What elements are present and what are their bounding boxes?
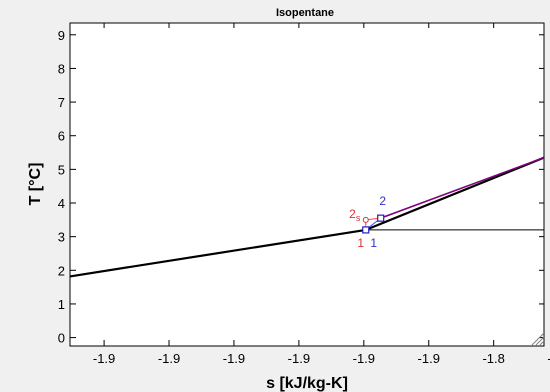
chart-title: Isopentane xyxy=(276,7,334,19)
x-tick-label: -1.9 xyxy=(288,351,310,366)
point-labels: 1 1 2 2s xyxy=(349,194,386,250)
y-tick-label: 6 xyxy=(58,129,65,144)
y-tick-label: 8 xyxy=(58,61,65,76)
resize-grip-icon[interactable] xyxy=(531,332,545,346)
state-point-label: 2 xyxy=(379,194,386,208)
points-layer xyxy=(362,214,385,234)
series-line-1 xyxy=(69,228,366,278)
axis-ticks: -1.9 -1.9 -1.9 -1.9 -1.9 -1.9 -1.8 -1.8 0 1 2 3 4 5 6 7… xyxy=(58,23,550,366)
x-tick-label: -1.9 xyxy=(93,351,115,366)
y-tick-label: 2 xyxy=(58,263,65,278)
state-point-marker xyxy=(362,216,369,223)
x-tick-label: -1.9 xyxy=(418,351,440,366)
state-point-marker xyxy=(362,226,370,234)
state-point-label: 1 xyxy=(357,236,364,250)
y-tick-label: 0 xyxy=(58,331,65,346)
y-axis-label: T [°C] xyxy=(27,163,44,206)
x-axis-label: s [kJ/kg-K] xyxy=(266,375,348,392)
series-line-4 xyxy=(380,156,545,219)
x-tick-label: -1.9 xyxy=(223,351,245,366)
y-tick-label: 9 xyxy=(58,28,65,43)
state-point-label: 2s xyxy=(349,207,361,223)
series-line-3 xyxy=(365,156,545,231)
y-tick-label: 1 xyxy=(58,297,65,312)
state-point-label: 1 xyxy=(370,236,377,250)
state-point-marker xyxy=(377,214,385,222)
x-tick-label: -1.8 xyxy=(482,351,504,366)
y-tick-label: 4 xyxy=(58,196,65,211)
x-tick-label: -1.9 xyxy=(158,351,180,366)
series-layer xyxy=(69,156,545,278)
y-tick-label: 7 xyxy=(58,95,65,110)
y-tick-label: 5 xyxy=(58,162,65,177)
x-tick-label: -1.9 xyxy=(353,351,375,366)
y-tick-label: 3 xyxy=(58,230,65,245)
x-tick-label: -1.8 xyxy=(547,351,550,366)
plot-area xyxy=(69,22,545,347)
